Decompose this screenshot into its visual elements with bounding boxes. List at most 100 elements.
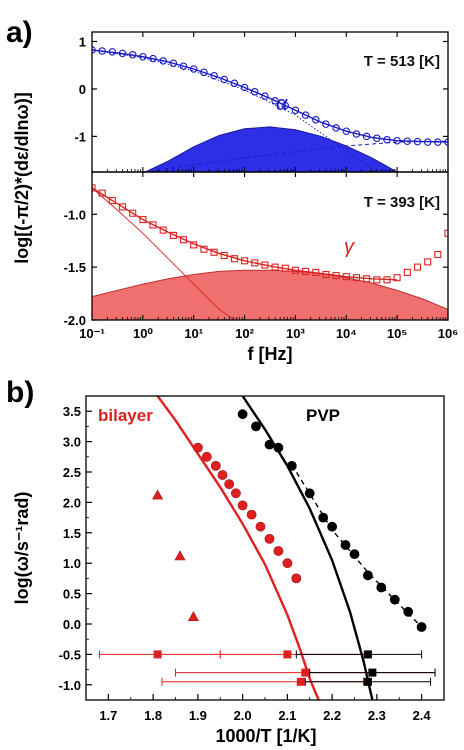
pvp-square-point bbox=[363, 677, 372, 686]
gamma-data-point bbox=[92, 184, 96, 192]
top-fit-curve bbox=[92, 49, 448, 143]
alpha-data-point bbox=[301, 111, 310, 119]
gamma-data-point bbox=[149, 221, 157, 229]
pvp-circle-point bbox=[416, 622, 427, 632]
bilayer-circle-point bbox=[273, 546, 284, 556]
alpha-data-point bbox=[108, 48, 117, 56]
alpha-data-point bbox=[230, 79, 239, 88]
top-y-tick-label: 1 bbox=[79, 34, 86, 49]
b-x-tick-label: 2.4 bbox=[413, 708, 432, 723]
pvp-circle-point bbox=[362, 570, 373, 581]
alpha-data-point bbox=[149, 54, 157, 63]
alpha-data-point bbox=[281, 101, 290, 110]
alpha-data-point bbox=[220, 75, 228, 84]
alpha-label: α bbox=[276, 93, 288, 115]
bilayer-circle-point bbox=[255, 521, 266, 532]
bilayer-circle-point bbox=[210, 460, 221, 471]
alpha-data-point bbox=[189, 65, 198, 73]
gamma-data-point bbox=[302, 267, 310, 275]
gamma-data-point bbox=[190, 241, 198, 249]
pvp-circle-point bbox=[403, 606, 414, 617]
alpha-data-point bbox=[342, 127, 351, 135]
gamma-data-point bbox=[220, 251, 228, 260]
gamma-data-point bbox=[352, 274, 361, 282]
bottom-y-tick-label: -1.0 bbox=[64, 207, 86, 222]
pvp-circle-point bbox=[264, 439, 275, 450]
gamma-data-point bbox=[271, 263, 279, 271]
gamma-data-point bbox=[434, 250, 442, 259]
gamma-data-point bbox=[291, 266, 299, 274]
pvp-circle-point bbox=[318, 512, 329, 523]
b-y-tick-label: 1.5 bbox=[63, 526, 81, 541]
gamma-label: γ bbox=[344, 236, 355, 258]
bilayer-square-point bbox=[296, 677, 305, 686]
x-tick-label: 10⁵ bbox=[387, 326, 408, 341]
pvp-circle-point bbox=[273, 442, 284, 453]
bilayer-circle-point bbox=[201, 451, 212, 462]
gamma-data-point bbox=[413, 263, 422, 271]
pvp-circle-point bbox=[251, 421, 261, 432]
alpha-data-point bbox=[332, 124, 340, 132]
gamma-data-point bbox=[363, 275, 371, 283]
gamma-data-point bbox=[169, 231, 177, 239]
alpha-data-point bbox=[434, 138, 442, 146]
gamma-data-point bbox=[393, 274, 401, 282]
bilayer-label: bilayer bbox=[98, 406, 153, 425]
x-tick-label: 10² bbox=[235, 326, 254, 341]
alpha-data-point bbox=[393, 136, 401, 145]
gamma-data-point bbox=[98, 189, 106, 197]
gamma-data-point bbox=[139, 216, 147, 224]
gamma-data-point bbox=[424, 258, 432, 266]
bilayer-square-point bbox=[283, 650, 292, 659]
alpha-data-point bbox=[352, 130, 361, 138]
top-relaxation-peak bbox=[145, 126, 399, 172]
b-x-tick-label: 1.7 bbox=[99, 708, 117, 723]
pvp-circle-point bbox=[376, 582, 387, 593]
bilayer-circle-point bbox=[264, 534, 275, 544]
bottom-plot-frame bbox=[91, 171, 449, 321]
pvp-circle-point bbox=[237, 409, 248, 420]
b-y-tick-label: 0.0 bbox=[63, 617, 81, 632]
bilayer-triangle-point bbox=[187, 611, 199, 622]
x-tick-label: 10¹ bbox=[184, 326, 203, 341]
alpha-data-point bbox=[159, 57, 167, 65]
b-x-tick-label: 2.0 bbox=[234, 708, 252, 723]
bilayer-circle-point bbox=[246, 509, 257, 520]
gamma-data-point bbox=[373, 276, 381, 284]
gamma-data-point bbox=[241, 257, 249, 265]
alpha-data-point bbox=[169, 59, 178, 68]
alpha-data-point bbox=[250, 88, 259, 96]
b-x-tick-label: 1.8 bbox=[144, 708, 162, 723]
pvp-square-point bbox=[363, 650, 372, 659]
bilayer-circle-point bbox=[224, 479, 235, 490]
alpha-data-point bbox=[210, 71, 218, 80]
alpha-data-point bbox=[362, 132, 371, 141]
alpha-data-point bbox=[98, 47, 106, 55]
top-plot-temperature: T = 513 [K] bbox=[364, 53, 440, 70]
pvp-circle-point bbox=[286, 460, 297, 471]
bilayer-circle-point bbox=[230, 488, 241, 499]
b-x-tick-label: 2.3 bbox=[368, 708, 386, 723]
pvp-circle-point bbox=[389, 594, 400, 605]
alpha-data-point bbox=[139, 52, 147, 61]
alpha-data-point bbox=[118, 49, 127, 58]
alpha-data-point bbox=[383, 135, 391, 144]
gamma-data-point bbox=[342, 273, 350, 281]
b-y-tick-label: -1.0 bbox=[59, 678, 81, 693]
gamma-data-point bbox=[312, 268, 320, 276]
gamma-data-point bbox=[179, 236, 188, 244]
gamma-data-point bbox=[210, 248, 218, 256]
b-plot-frame bbox=[85, 395, 445, 701]
b-y-tick-label: 2.0 bbox=[63, 495, 81, 510]
panel-b-label: b) bbox=[6, 376, 34, 409]
gamma-data-point bbox=[281, 264, 289, 272]
gamma-data-point bbox=[322, 270, 330, 279]
alpha-data-point bbox=[373, 134, 381, 143]
top-y-tick-label: -1 bbox=[74, 129, 86, 144]
bilayer-square-point bbox=[301, 668, 310, 677]
bilayer-square-point bbox=[153, 650, 162, 659]
gamma-data-point bbox=[118, 203, 127, 211]
alpha-data-point bbox=[423, 138, 432, 146]
bilayer-vft-fit bbox=[156, 396, 320, 700]
